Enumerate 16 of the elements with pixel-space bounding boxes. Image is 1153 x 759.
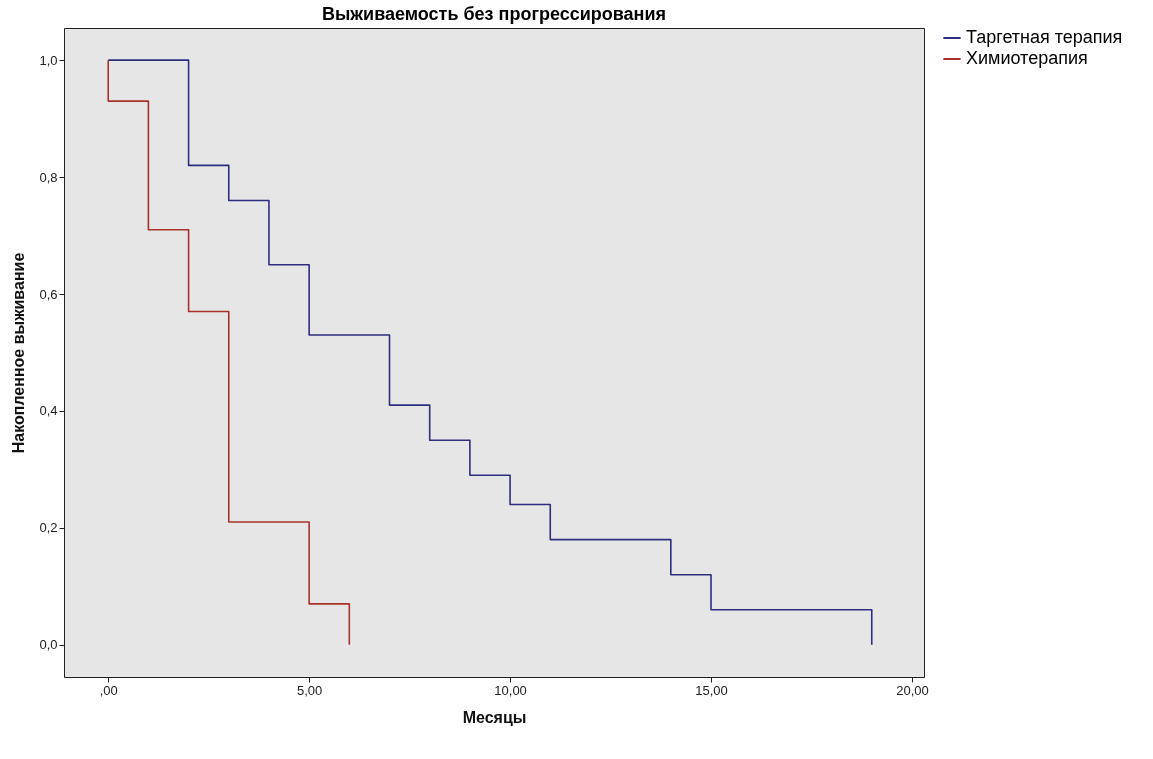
y-tick-label: 0,8 xyxy=(39,169,58,185)
x-tick-label: 5,00 xyxy=(296,682,323,698)
chart-title: Выживаемость без прогрессирования xyxy=(321,4,667,24)
x-tick-label: ,00 xyxy=(99,682,118,698)
y-tick-label: 0,6 xyxy=(39,286,58,302)
x-tick-label: 10,00 xyxy=(494,682,527,698)
y-tick-label: 0,0 xyxy=(39,637,58,653)
legend-label: Таргетная терапия xyxy=(966,27,1123,47)
y-tick-label: 1,0 xyxy=(39,52,58,68)
x-axis-title: Месяцы xyxy=(462,708,527,726)
y-tick-label: 0,4 xyxy=(39,403,58,419)
y-tick-label: 0,2 xyxy=(39,520,58,536)
x-tick-label: 15,00 xyxy=(695,682,728,698)
y-axis-title: Накопленное выживание xyxy=(10,252,28,454)
legend-label: Химиотерапия xyxy=(966,48,1088,68)
x-tick-label: 20,00 xyxy=(896,682,929,698)
